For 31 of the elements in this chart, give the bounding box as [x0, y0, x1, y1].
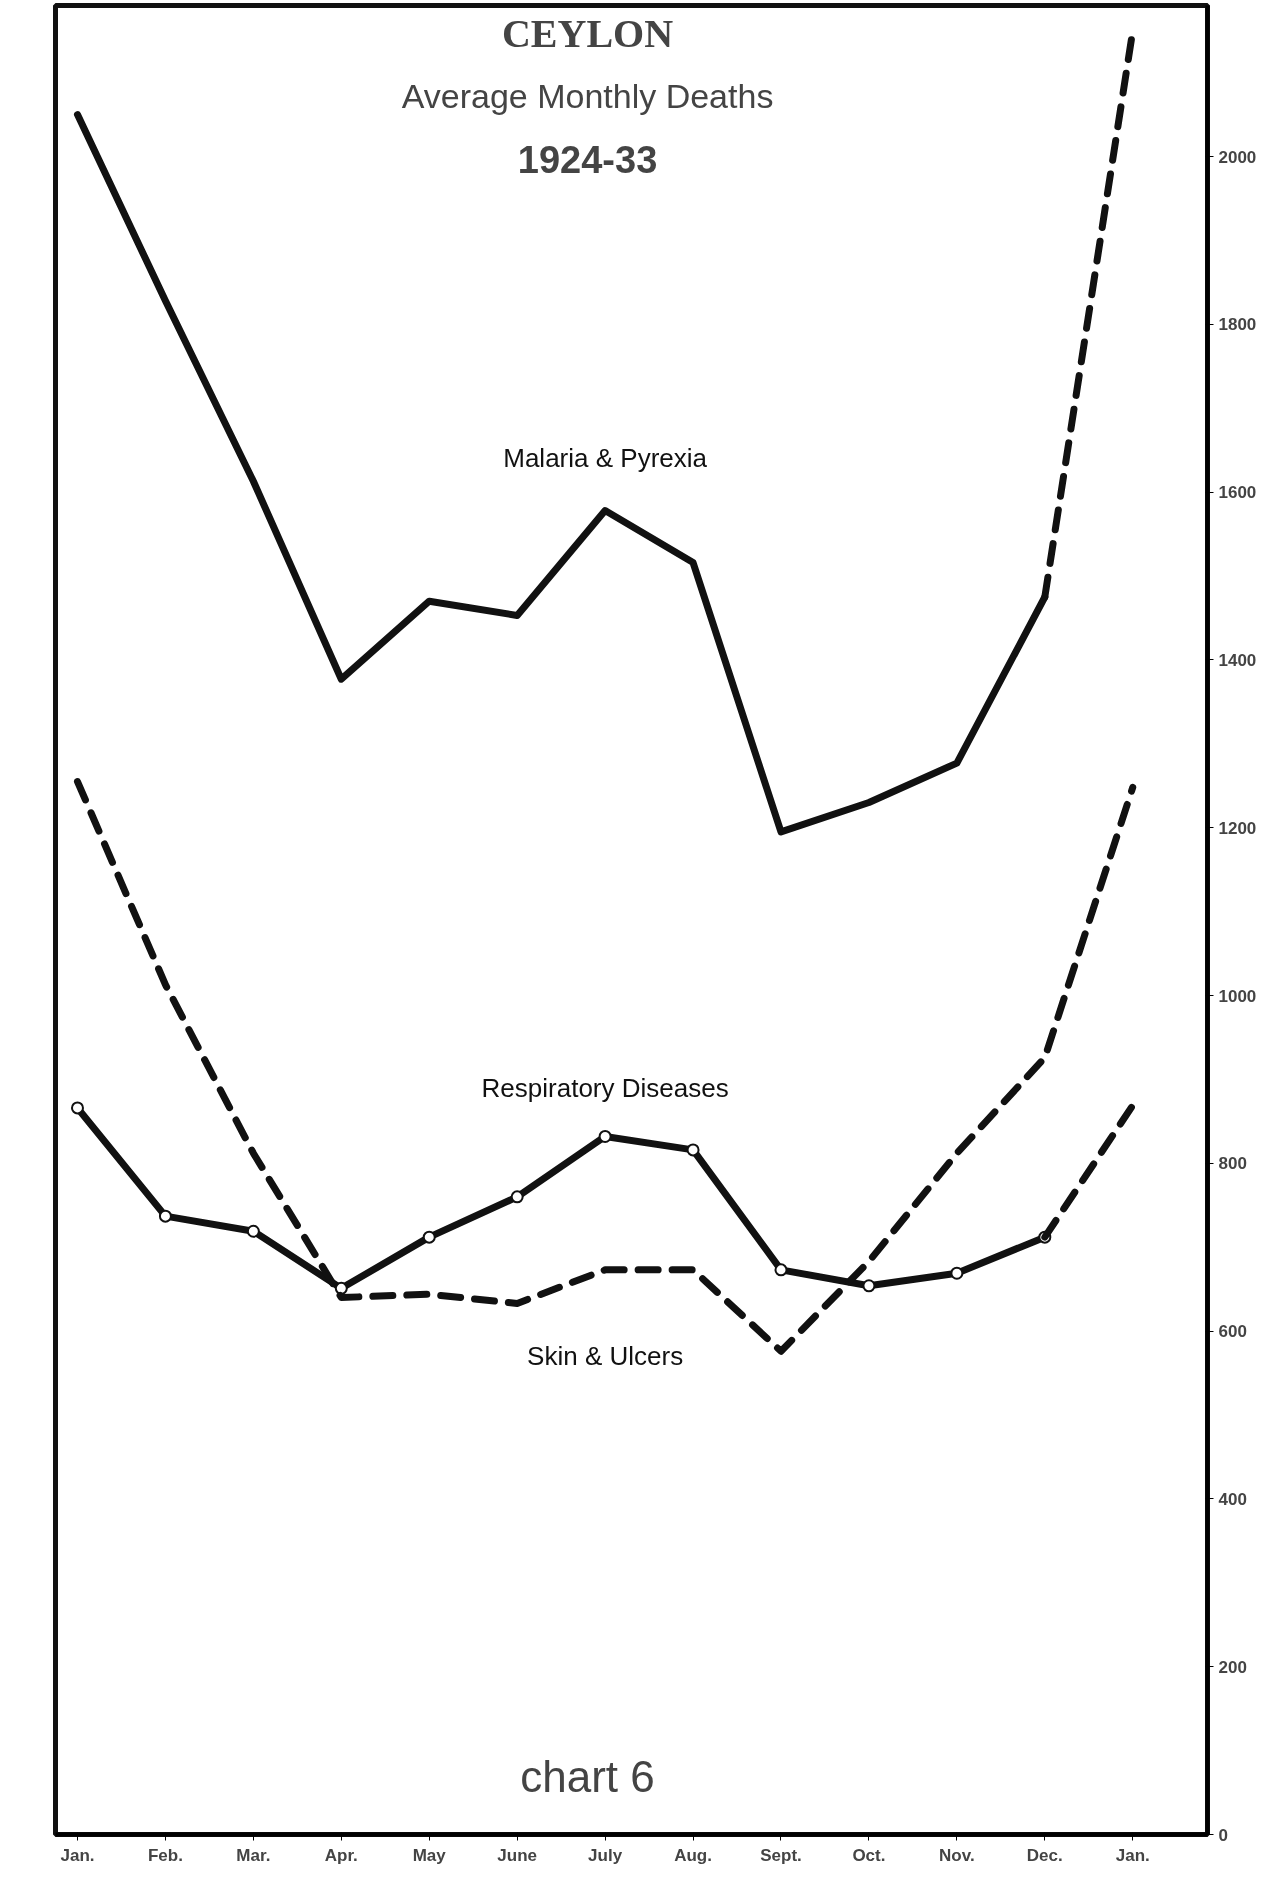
x-tick-label: Oct. — [852, 1845, 886, 1865]
y-tick-label: 400 — [1218, 1489, 1247, 1509]
x-tick-label: June — [497, 1845, 538, 1865]
y-tick-label: 1000 — [1218, 986, 1257, 1006]
y-tick-label: 1200 — [1218, 818, 1257, 838]
y-tick-label: 600 — [1218, 1322, 1247, 1342]
series-label: Respiratory Diseases — [481, 1072, 729, 1103]
y-tick-label: 2000 — [1218, 147, 1257, 167]
text: Malaria & Pyrexia — [503, 442, 708, 473]
x-tick-label: Aug. — [674, 1845, 712, 1865]
y-tick-label: 800 — [1218, 1154, 1247, 1174]
y-tick-label: 1800 — [1218, 315, 1257, 335]
series-label: Skin & Ulcers — [527, 1340, 684, 1371]
x-tick-label: Jan. — [60, 1845, 95, 1865]
x-tick-label: Mar. — [236, 1845, 271, 1865]
y-tick-label: 0 — [1218, 1825, 1228, 1845]
x-tick-label: July — [588, 1845, 623, 1865]
x-tick-label: Dec. — [1026, 1845, 1063, 1865]
y-tick-label: 200 — [1218, 1657, 1247, 1677]
x-tick-label: Feb. — [147, 1845, 183, 1865]
x-tick-label: Sept. — [760, 1845, 802, 1865]
x-tick-label: Apr. — [324, 1845, 358, 1865]
x-tick-label: Jan. — [1115, 1845, 1150, 1865]
annotation: chart 6 — [520, 1751, 655, 1801]
y-tick-label: 1400 — [1218, 650, 1257, 670]
x-tick-label: May — [412, 1845, 447, 1865]
text: Average Monthly Deaths — [401, 76, 774, 115]
chart-title: CEYLON — [501, 10, 674, 56]
x-tick-label: Nov. — [939, 1845, 975, 1865]
annotation: 1924-33 — [517, 139, 658, 182]
y-tick-label: 1600 — [1218, 483, 1257, 503]
